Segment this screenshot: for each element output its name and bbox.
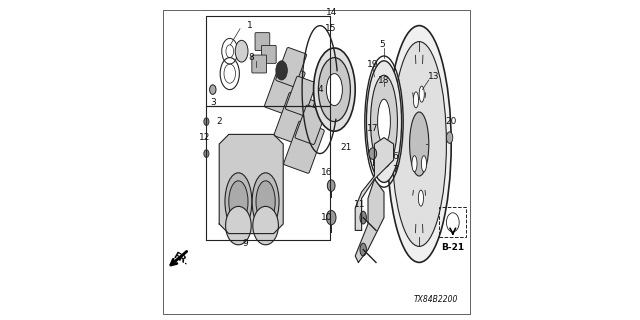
Text: 11: 11 — [355, 200, 365, 209]
Ellipse shape — [236, 40, 248, 62]
Ellipse shape — [326, 211, 336, 225]
Text: 21: 21 — [340, 143, 352, 152]
Ellipse shape — [319, 58, 351, 122]
Ellipse shape — [256, 181, 275, 222]
Ellipse shape — [276, 61, 287, 80]
Text: 16: 16 — [321, 168, 332, 177]
FancyBboxPatch shape — [262, 45, 276, 63]
Ellipse shape — [366, 61, 402, 182]
Ellipse shape — [413, 92, 419, 108]
Text: 12: 12 — [198, 133, 210, 142]
FancyBboxPatch shape — [252, 55, 267, 73]
Ellipse shape — [447, 132, 453, 143]
Text: TX84B2200: TX84B2200 — [413, 295, 458, 304]
FancyBboxPatch shape — [276, 47, 307, 87]
Polygon shape — [219, 134, 283, 234]
Text: 5: 5 — [380, 40, 385, 49]
Ellipse shape — [371, 75, 397, 168]
Ellipse shape — [328, 180, 335, 191]
Text: 2: 2 — [216, 117, 222, 126]
FancyBboxPatch shape — [295, 105, 326, 145]
Ellipse shape — [210, 85, 216, 94]
Text: FR.: FR. — [172, 251, 190, 267]
Text: 8: 8 — [248, 53, 254, 62]
Ellipse shape — [204, 150, 209, 157]
Ellipse shape — [419, 86, 424, 102]
FancyBboxPatch shape — [264, 64, 305, 116]
FancyBboxPatch shape — [274, 92, 315, 144]
Ellipse shape — [252, 173, 279, 230]
Text: 4: 4 — [317, 85, 323, 94]
FancyBboxPatch shape — [255, 33, 270, 51]
Text: B-21: B-21 — [441, 244, 465, 252]
Ellipse shape — [378, 99, 390, 144]
Ellipse shape — [204, 118, 209, 125]
Text: 20: 20 — [445, 117, 457, 126]
Ellipse shape — [226, 206, 252, 245]
Polygon shape — [355, 138, 394, 230]
Text: 17: 17 — [367, 124, 378, 132]
Ellipse shape — [419, 190, 424, 206]
Ellipse shape — [360, 211, 367, 224]
Text: 10: 10 — [321, 213, 332, 222]
Ellipse shape — [253, 206, 278, 245]
Ellipse shape — [225, 173, 252, 230]
Ellipse shape — [410, 112, 429, 176]
Ellipse shape — [421, 156, 426, 172]
Text: 6: 6 — [392, 152, 398, 161]
Ellipse shape — [360, 243, 367, 256]
Text: 13: 13 — [428, 72, 439, 81]
Ellipse shape — [369, 148, 376, 159]
Text: 15: 15 — [326, 24, 337, 33]
Ellipse shape — [392, 42, 447, 246]
Ellipse shape — [326, 74, 342, 106]
Text: 9: 9 — [242, 239, 248, 248]
FancyBboxPatch shape — [285, 76, 316, 116]
Ellipse shape — [412, 156, 417, 172]
FancyBboxPatch shape — [284, 121, 324, 173]
Text: 3: 3 — [210, 98, 216, 107]
Text: 1: 1 — [247, 21, 252, 30]
Text: 19: 19 — [367, 60, 378, 68]
Text: 18: 18 — [378, 76, 390, 84]
Ellipse shape — [314, 48, 355, 131]
Text: 7: 7 — [392, 165, 398, 174]
Polygon shape — [355, 179, 384, 262]
Text: 14: 14 — [326, 8, 337, 17]
Ellipse shape — [387, 26, 451, 262]
Ellipse shape — [229, 181, 248, 222]
